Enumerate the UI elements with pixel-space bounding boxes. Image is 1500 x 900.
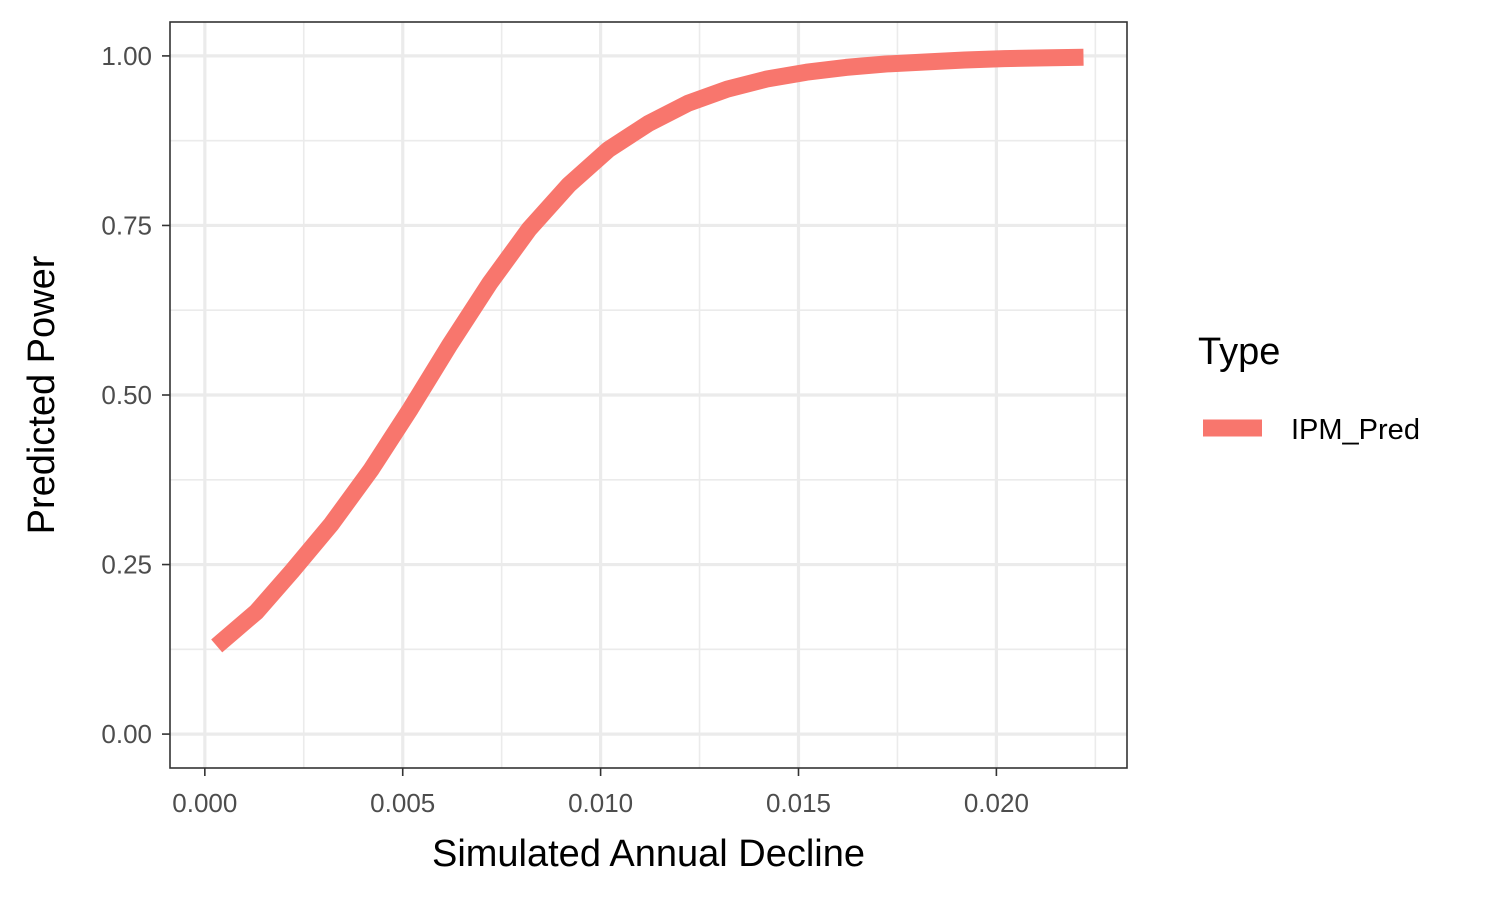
x-axis-title: Simulated Annual Decline <box>432 833 865 875</box>
y-tick-label: 0.00 <box>101 719 152 749</box>
legend-title: Type <box>1198 331 1280 373</box>
x-tick-label: 0.000 <box>172 788 237 818</box>
axis-ticks <box>162 55 998 776</box>
legend-label-ipm-pred: IPM_Pred <box>1291 414 1420 446</box>
x-tick-label: 0.010 <box>568 788 633 818</box>
series-line-ipm-pred <box>211 48 1084 653</box>
axis-tick-labels: 0.000 0.005 0.010 0.015 0.020 0.00 0.25 0.50 0.7… <box>101 41 1029 818</box>
y-tick-label: 0.75 <box>101 210 152 240</box>
y-tick-label: 1.00 <box>101 41 152 71</box>
major-gridlines <box>170 22 1127 768</box>
y-tick-label: 0.50 <box>101 380 152 410</box>
x-tick-label: 0.015 <box>766 788 831 818</box>
legend: Type IPM_Pred <box>1198 331 1420 446</box>
y-axis-title: Predicted Power <box>21 255 63 534</box>
x-tick-label: 0.005 <box>370 788 435 818</box>
series-layer <box>211 48 1084 653</box>
x-tick-label: 0.020 <box>964 788 1029 818</box>
y-tick-label: 0.25 <box>101 550 152 580</box>
